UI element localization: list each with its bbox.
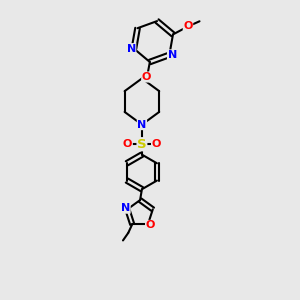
Text: O: O <box>123 139 132 149</box>
Text: N: N <box>127 44 136 54</box>
Text: S: S <box>137 138 147 151</box>
Text: N: N <box>167 50 177 60</box>
Text: O: O <box>142 72 151 82</box>
Text: N: N <box>137 120 146 130</box>
Text: O: O <box>146 220 155 230</box>
Text: N: N <box>121 203 130 213</box>
Text: O: O <box>183 21 193 32</box>
Text: O: O <box>152 139 161 149</box>
